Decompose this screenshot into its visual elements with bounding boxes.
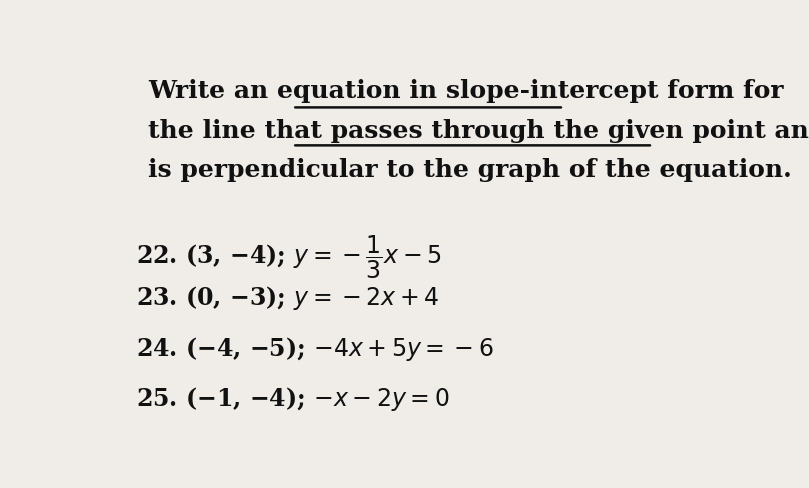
Text: 24. (−4, −5); $-4x + 5y = -6$: 24. (−4, −5); $-4x + 5y = -6$ [136, 335, 493, 363]
Text: the line that passes through the given point and: the line that passes through the given p… [148, 119, 809, 142]
Text: Write an equation in slope-intercept form for: Write an equation in slope-intercept for… [148, 79, 784, 103]
Text: is perpendicular to the graph of the equation.: is perpendicular to the graph of the equ… [148, 158, 792, 182]
Text: 25. (−1, −4); $-x - 2y = 0$: 25. (−1, −4); $-x - 2y = 0$ [136, 386, 449, 413]
Text: 22. (3, −4); $y = -\dfrac{1}{3}x - 5$: 22. (3, −4); $y = -\dfrac{1}{3}x - 5$ [136, 233, 442, 281]
Text: 23. (0, −3); $y = -2x + 4$: 23. (0, −3); $y = -2x + 4$ [136, 284, 439, 312]
